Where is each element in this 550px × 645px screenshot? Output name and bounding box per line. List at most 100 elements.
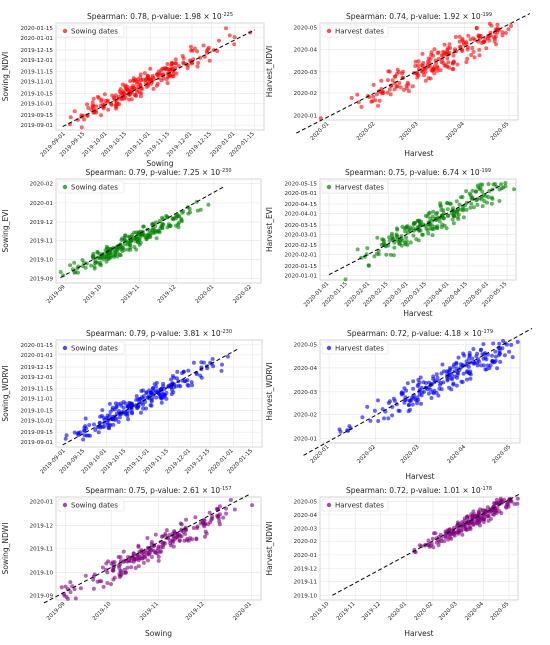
scatter-point bbox=[493, 354, 498, 359]
scatter-point bbox=[179, 527, 184, 532]
y-tick-label: 2020-02-15 bbox=[284, 243, 317, 249]
scatter-point bbox=[478, 516, 483, 520]
scatter-point bbox=[170, 374, 175, 378]
title-main: Spearman: 0.79, p-value: 7.25 × 10 bbox=[85, 168, 220, 177]
scatter-point bbox=[83, 573, 88, 578]
scatter-point bbox=[73, 596, 78, 601]
scatter-point bbox=[476, 509, 481, 514]
scatter-point bbox=[446, 213, 451, 218]
x-tick-label: 2020-04 bbox=[464, 601, 485, 622]
scatter-point bbox=[179, 218, 184, 223]
scatter-point bbox=[493, 349, 498, 354]
scatter-point bbox=[126, 234, 131, 239]
scatter-point bbox=[478, 523, 482, 528]
scatter-point bbox=[387, 238, 392, 243]
scatter-point bbox=[446, 60, 451, 65]
scatter-point bbox=[457, 202, 462, 207]
y-tick-label: 2020-04 bbox=[294, 513, 318, 519]
x-tick-label: 2020-01 bbox=[310, 121, 331, 142]
scatter-point bbox=[394, 71, 399, 76]
scatter-point bbox=[393, 74, 397, 79]
scatter-point bbox=[232, 42, 237, 47]
scatter-point bbox=[449, 536, 454, 541]
scatter-point bbox=[176, 383, 181, 388]
scatter-point bbox=[123, 401, 128, 406]
scatter-point bbox=[416, 398, 421, 402]
scatter-point bbox=[171, 534, 176, 539]
scatter-point bbox=[108, 422, 113, 427]
scatter-point bbox=[437, 219, 442, 224]
scatter-point bbox=[224, 26, 228, 31]
y-tick-label: 2019-09-15 bbox=[20, 113, 53, 119]
scatter-point bbox=[86, 106, 91, 110]
scatter-point bbox=[481, 356, 486, 361]
y-tick-label: 2019-09-01 bbox=[20, 123, 53, 129]
scatter-point bbox=[394, 84, 399, 89]
x-axis-label: Sowing bbox=[145, 629, 172, 638]
scatter-point bbox=[430, 214, 435, 219]
scatter-point bbox=[160, 226, 165, 231]
scatter-point bbox=[437, 386, 442, 391]
scatter-point bbox=[426, 542, 431, 547]
y-tick-label: 2020-05 bbox=[294, 25, 318, 31]
scatter-point bbox=[494, 497, 499, 502]
scatter-point bbox=[132, 245, 137, 249]
scatter-points bbox=[318, 21, 514, 121]
scatter-point bbox=[500, 30, 505, 35]
legend-marker bbox=[326, 28, 332, 34]
scatter-point bbox=[469, 53, 474, 57]
scatter-point bbox=[148, 550, 153, 555]
scatter-point bbox=[116, 409, 121, 413]
legend: Harvest dates bbox=[321, 24, 389, 38]
scatter-point bbox=[436, 379, 441, 384]
scatter-point bbox=[112, 250, 117, 255]
scatter-point bbox=[176, 63, 181, 68]
scatter-point bbox=[497, 351, 502, 356]
x-tick-label: 2019-10 bbox=[92, 601, 113, 622]
scatter-point bbox=[385, 78, 390, 83]
y-tick-label: 2020-02-01 bbox=[284, 252, 317, 258]
x-tick-label: 2020-01 bbox=[195, 284, 216, 305]
scatter-point bbox=[156, 391, 161, 396]
scatter-point bbox=[412, 221, 417, 225]
legend: Sowing dates bbox=[57, 180, 125, 194]
scatter-point bbox=[97, 579, 102, 584]
scatter-point bbox=[154, 395, 159, 400]
scatter-point bbox=[426, 231, 431, 236]
scatter-point bbox=[447, 528, 452, 532]
y-tick-label: 2020-03 bbox=[294, 390, 318, 396]
x-tick-label: 2020-02 bbox=[232, 284, 253, 305]
scatter-point bbox=[366, 263, 371, 268]
scatter-point bbox=[154, 236, 159, 241]
scatter-point bbox=[155, 551, 160, 556]
chart-title: Spearman: 0.72, p-value: 4.18 × 10-179 bbox=[347, 329, 493, 338]
scatter-point bbox=[151, 86, 156, 91]
scatter-point bbox=[466, 364, 471, 369]
legend-marker bbox=[62, 345, 68, 351]
scatter-point bbox=[224, 511, 229, 516]
scatter-point bbox=[169, 63, 174, 68]
y-tick-label: 2020-01 bbox=[294, 436, 318, 442]
scatter-point bbox=[106, 107, 111, 112]
scatter-points bbox=[68, 26, 253, 130]
scatter-point bbox=[103, 98, 108, 103]
scatter-point bbox=[483, 37, 488, 42]
y-tick-label: 2019-11 bbox=[294, 580, 318, 586]
scatter-point bbox=[174, 214, 179, 219]
scatter-point bbox=[145, 536, 150, 540]
scatter-point bbox=[150, 396, 155, 401]
title-exponent: -157 bbox=[220, 486, 231, 492]
scatter-point bbox=[490, 353, 494, 358]
scatter-point bbox=[191, 360, 196, 365]
scatter-point bbox=[153, 532, 158, 537]
scatter-point bbox=[422, 73, 427, 78]
scatter-point bbox=[151, 548, 156, 553]
scatter-point bbox=[440, 222, 445, 227]
scatter-point bbox=[99, 255, 104, 260]
scatter-point bbox=[468, 376, 473, 381]
scatter-point bbox=[195, 526, 200, 530]
scatter-point bbox=[114, 102, 119, 107]
scatter-point bbox=[156, 544, 161, 549]
scatter-point bbox=[439, 53, 444, 58]
scatter-point bbox=[386, 416, 391, 421]
